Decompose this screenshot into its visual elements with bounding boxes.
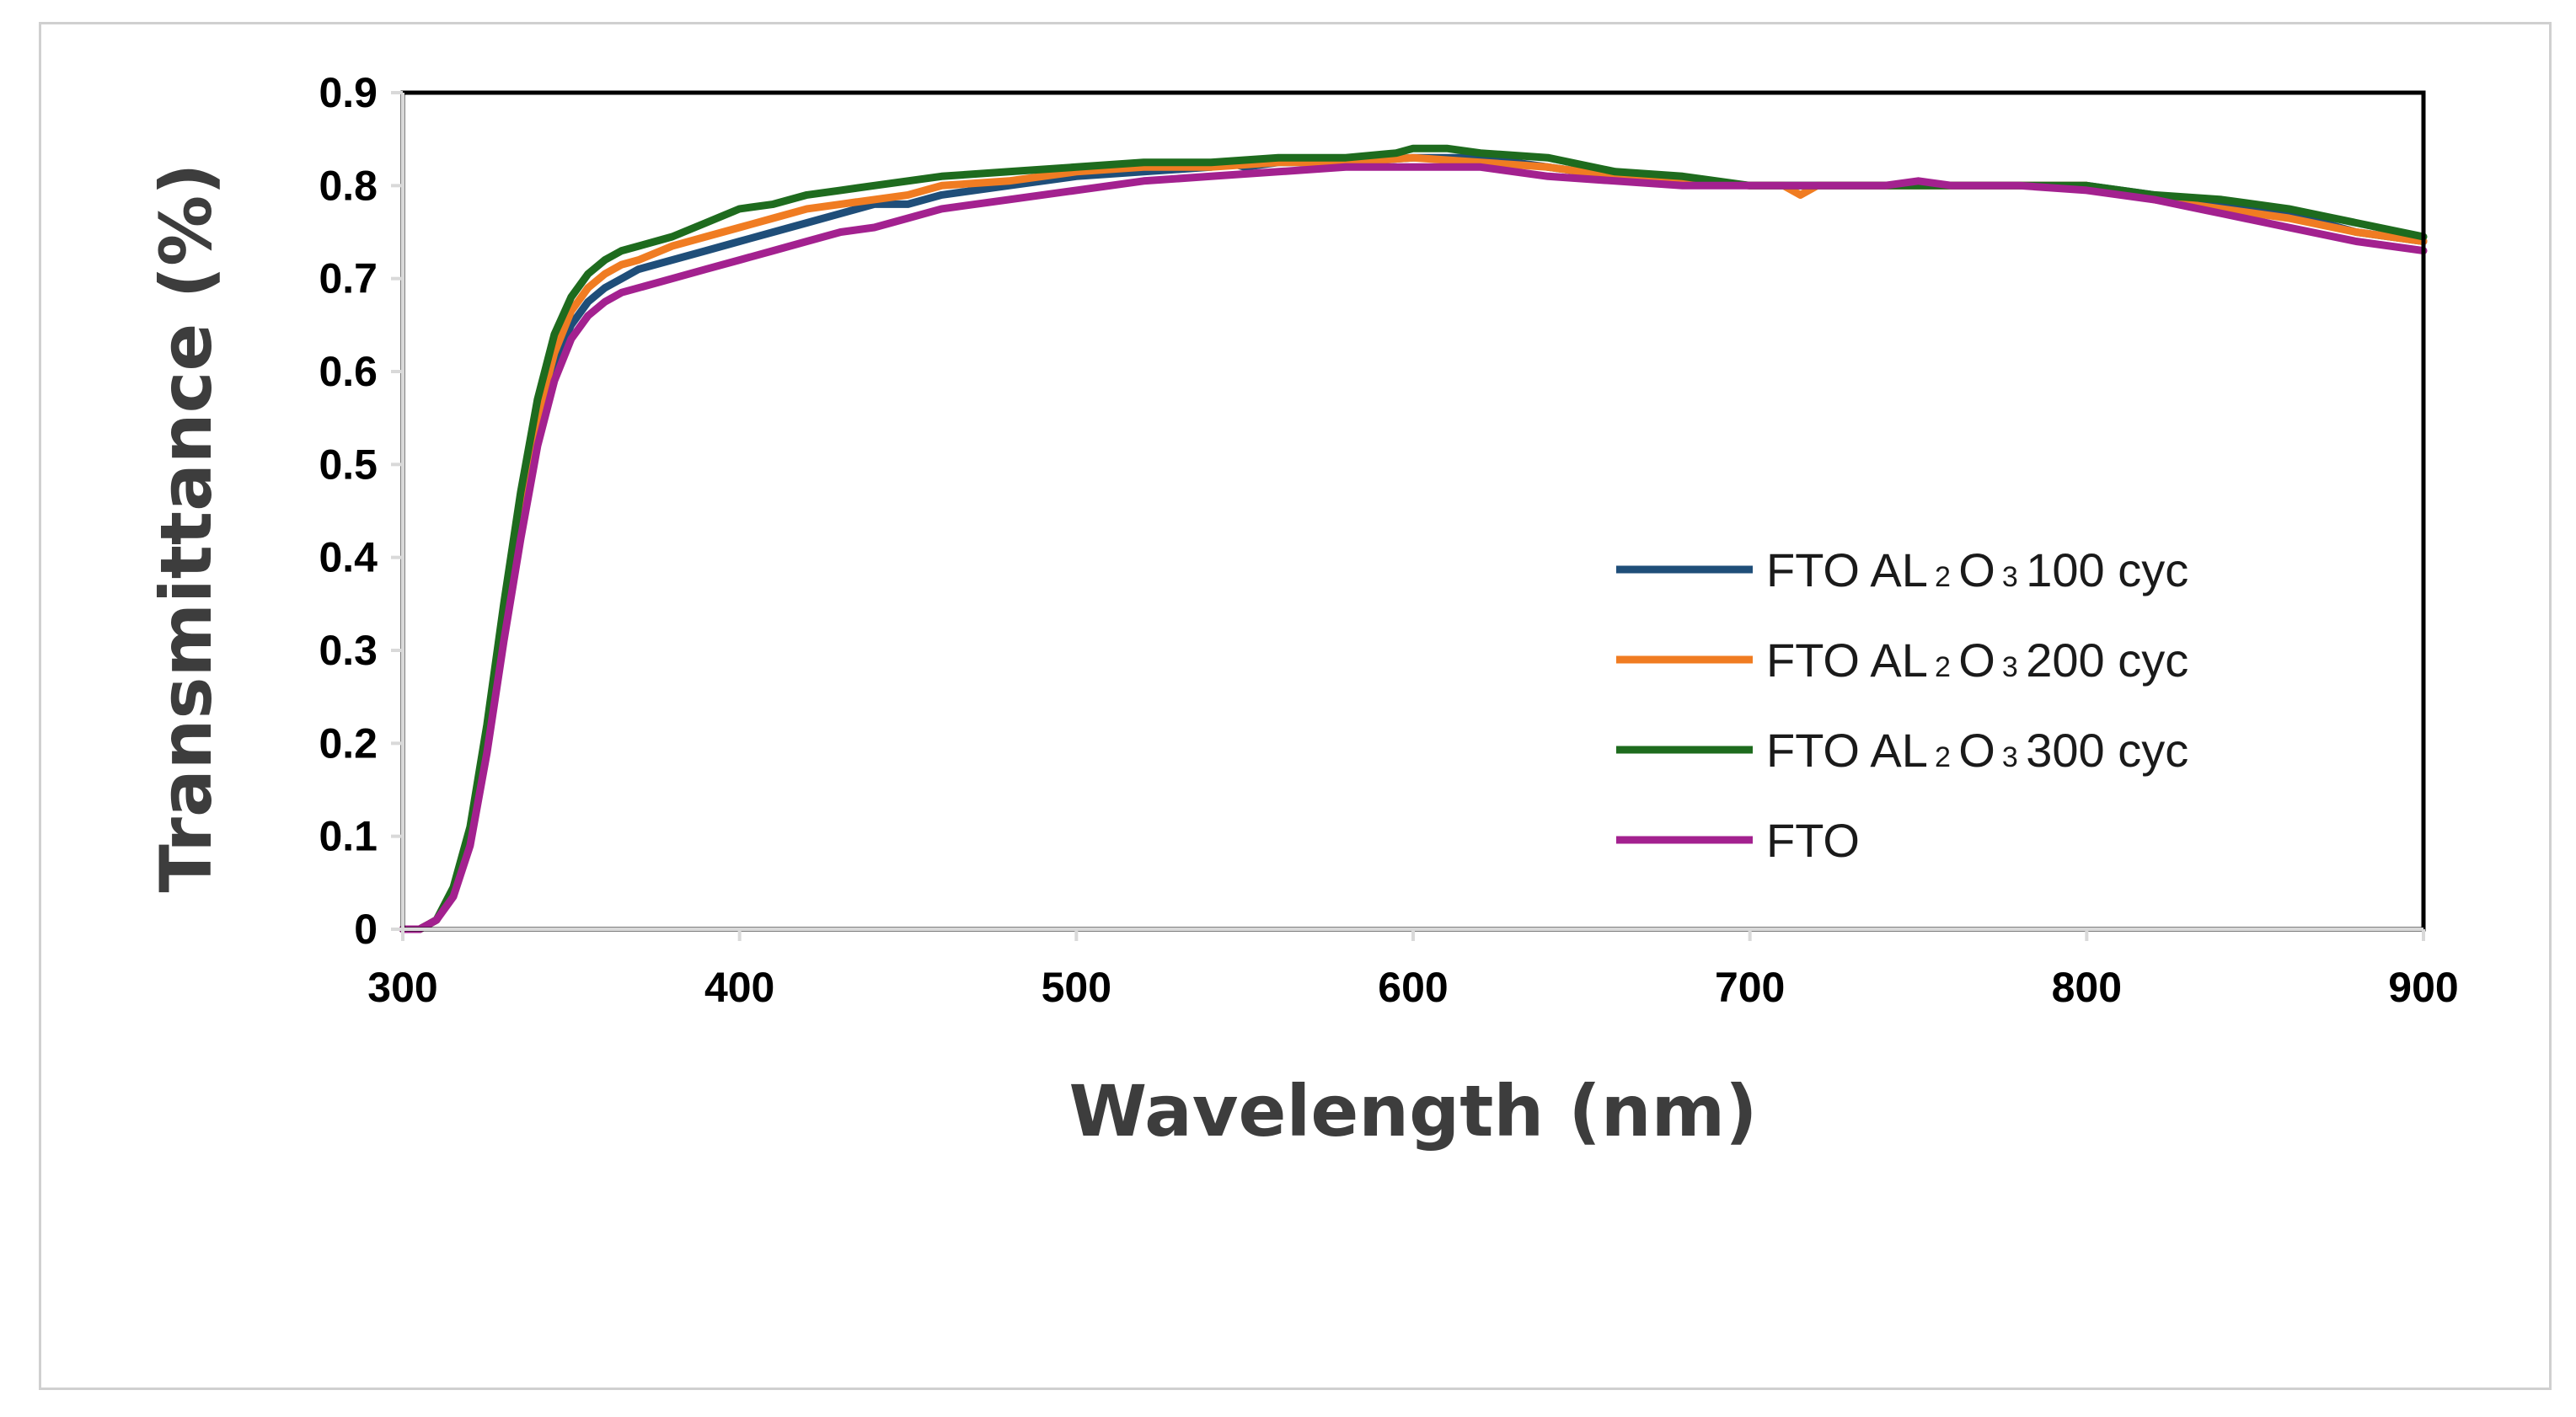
- x-tick-label: 700: [1715, 964, 1785, 1011]
- y-tick-label: 0: [354, 906, 378, 953]
- chart-frame: [39, 22, 2552, 1390]
- series-lines: [399, 144, 2428, 933]
- x-tick-label: 900: [2388, 964, 2458, 1011]
- x-tick-label: 400: [704, 964, 774, 1011]
- series-line-4: [399, 163, 2428, 933]
- x-axis-ticks: 300 400 500 600 700 800 900: [367, 929, 2459, 1011]
- legend-label-4: FTO: [1766, 814, 1860, 867]
- x-tick-label: 800: [2052, 964, 2122, 1011]
- y-axis-title: Transmittance (%): [145, 163, 228, 892]
- x-axis-title: Wavelength (nm): [1068, 1070, 1757, 1152]
- plot-area-border: [400, 90, 2426, 932]
- y-tick-label: 0.2: [319, 719, 378, 767]
- y-tick-label: 0.7: [319, 255, 378, 302]
- y-tick-label: 0.9: [319, 69, 378, 116]
- y-tick-label: 0.4: [319, 534, 378, 581]
- y-axis-ticks: 0 0.1 0.2 0.3 0.4 0.5 0.6 0.7 0.8 0.9: [319, 69, 403, 953]
- y-tick-label: 0.6: [319, 348, 378, 395]
- y-tick-label: 0.1: [319, 813, 378, 860]
- y-tick-label: 0.8: [319, 162, 378, 209]
- y-tick-label: 0.5: [319, 441, 378, 488]
- y-tick-label: 0.3: [319, 627, 378, 674]
- x-tick-label: 300: [367, 964, 437, 1011]
- x-tick-label: 600: [1378, 964, 1448, 1011]
- x-tick-label: 500: [1042, 964, 1111, 1011]
